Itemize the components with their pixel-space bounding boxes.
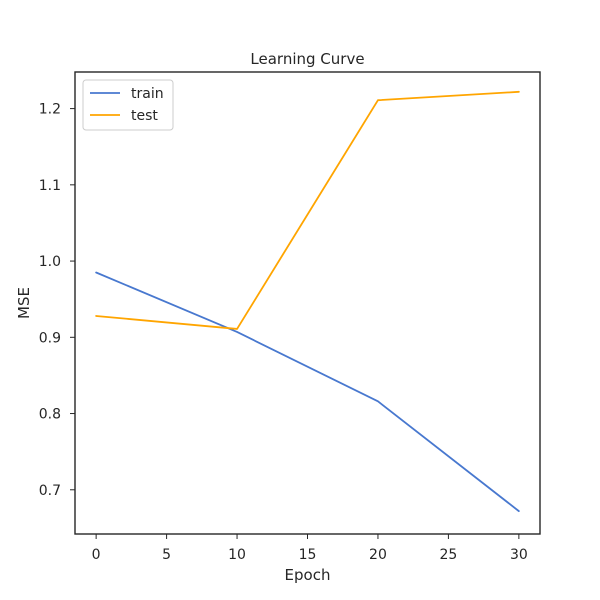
y-tick-label: 1.0 [39, 254, 61, 270]
plot-background [75, 72, 540, 534]
y-tick-label: 1.2 [39, 102, 61, 118]
y-tick-label: 0.7 [39, 483, 61, 499]
x-tick-label: 0 [92, 547, 101, 563]
x-tick-label: 25 [439, 547, 457, 563]
x-tick-label: 30 [510, 547, 528, 563]
x-tick-label: 10 [228, 547, 246, 563]
y-tick-label: 0.8 [39, 407, 61, 423]
series-layer [95, 90, 520, 513]
plot-area [75, 72, 540, 534]
y-axis: 0.7 0.8 0.9 1.0 1.1 1.2 [39, 102, 75, 499]
x-tick-label: 20 [369, 547, 387, 563]
x-axis: 0 5 10 15 20 25 30 [92, 534, 528, 563]
y-tick-label: 1.1 [39, 178, 61, 194]
chart-title: Learning Curve [250, 50, 364, 68]
legend-label-train: train [131, 86, 164, 102]
legend: train test [82, 79, 174, 131]
x-axis-label: Epoch [285, 566, 331, 584]
x-tick-label: 5 [162, 547, 171, 563]
series-line-test [95, 90, 520, 330]
y-tick-label: 0.9 [39, 330, 61, 346]
series-line-train [95, 271, 520, 513]
x-tick-label: 15 [299, 547, 317, 563]
legend-label-test: test [131, 108, 158, 124]
y-axis-label: MSE [15, 287, 33, 319]
